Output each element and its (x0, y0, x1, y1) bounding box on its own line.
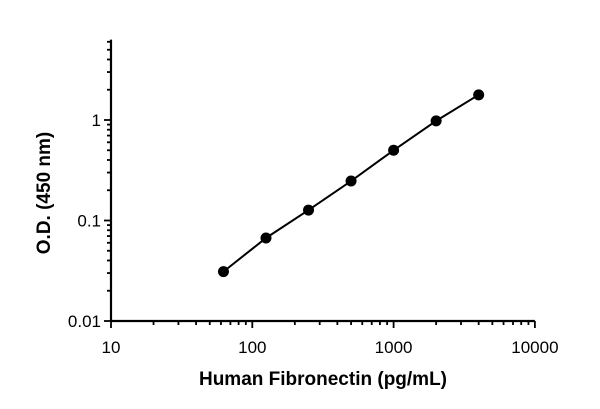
data-point (388, 144, 400, 156)
axes (109, 39, 535, 323)
data-point (260, 232, 272, 244)
data-point (303, 204, 315, 216)
y-tick-label: 1 (92, 111, 101, 130)
ticks: 10 100 1000 10000 0.01 0.1 1 (68, 40, 559, 357)
x-axis-title: Human Fibronectin (pg/mL) (199, 369, 447, 390)
y-tick-label: 0.01 (68, 312, 101, 331)
y-tick-label: 0.1 (77, 212, 101, 231)
x-tick-label: 10000 (511, 338, 558, 357)
x-tick-label: 10 (102, 338, 121, 357)
x-tick-label: 100 (238, 338, 266, 357)
x-tick-label: 1000 (375, 338, 413, 357)
data-point (217, 266, 229, 278)
data-point (430, 115, 442, 127)
data-series (217, 89, 485, 278)
data-point (345, 175, 357, 187)
data-point (473, 89, 485, 101)
y-axis-title: O.D. (450 nm) (34, 132, 55, 254)
